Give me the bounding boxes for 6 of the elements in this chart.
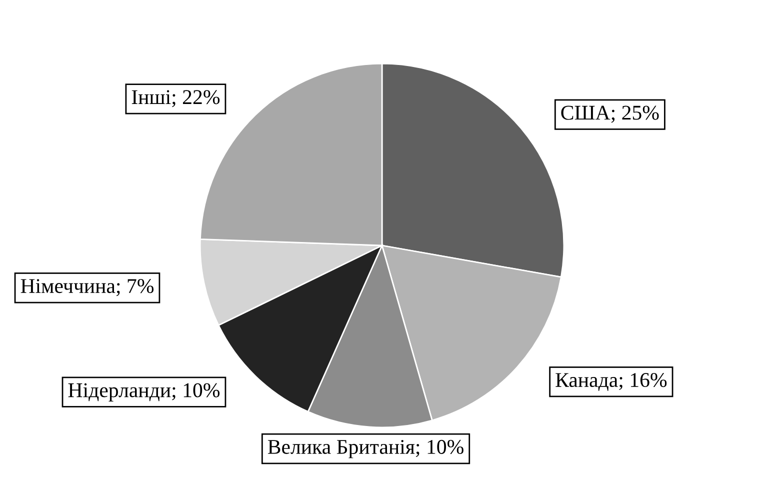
slice-label: Німеччина; 7% — [20, 279, 154, 296]
slice-label: Велика Британія; 10% — [268, 440, 464, 458]
slice-label: Нідерланди; 10% — [68, 383, 220, 402]
slice-label: Канада; 16% — [556, 372, 667, 391]
slice-label: Інші; 22% — [132, 90, 220, 108]
slice-label: США; 25% — [561, 106, 659, 123]
